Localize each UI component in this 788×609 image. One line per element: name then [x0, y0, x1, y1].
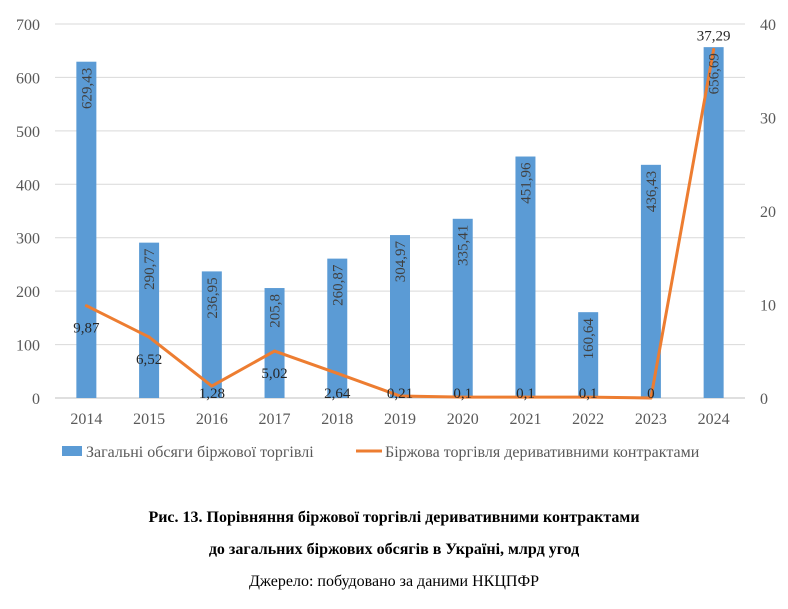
x-tick-label: 2024: [698, 411, 730, 428]
line-point: [398, 394, 402, 398]
line-data-label: 37,29: [697, 28, 731, 44]
bar: [703, 47, 724, 398]
figure-caption-line-2: до загальних біржових обсягів в Україні,…: [208, 541, 580, 558]
y-axis-left: 0 100 200 300 400 500 600 700: [16, 17, 40, 408]
bar: [515, 156, 536, 398]
bar-series: [76, 47, 724, 399]
x-tick-label: 2015: [133, 411, 165, 428]
bar: [390, 235, 410, 398]
legend-label-bars: Загальні обсяги біржової торгівлі: [86, 444, 314, 461]
y-left-tick-label: 300: [16, 231, 40, 248]
line-data-label: 0,1: [453, 386, 472, 402]
line-point: [586, 395, 590, 399]
line-data-labels: 9,87 6,52 1,28 5,02 2,64 0,21 0,1 0,1 0,1 0 37,29: [73, 28, 730, 402]
x-tick-label: 2019: [384, 411, 416, 428]
bar-data-label: 160,64: [581, 318, 597, 360]
y-left-tick-label: 700: [16, 17, 40, 34]
x-tick-label: 2021: [509, 411, 541, 428]
line-data-label: 0,1: [579, 386, 598, 402]
line-data-label: 5,02: [261, 366, 287, 382]
line-point: [147, 335, 151, 339]
line-data-label: 1,28: [199, 386, 225, 402]
bar: [452, 218, 473, 398]
y-right-tick-label: 10: [760, 298, 776, 315]
line-data-label: 6,52: [136, 352, 162, 368]
y-left-tick-label: 100: [16, 338, 40, 355]
y-left-tick-label: 0: [32, 391, 40, 408]
y-left-tick-label: 500: [16, 124, 40, 141]
x-axis: 2014 2015 2016 2017 2018 2019 2020 2021 2022 2023…: [70, 411, 729, 428]
bar-data-label: 335,41: [456, 225, 472, 266]
x-tick-label: 2018: [321, 411, 353, 428]
bar-data-labels: 629,43 290,77 236,95 205,8 260,87 304,97 335,4…: [79, 53, 722, 359]
legend-label-line: Біржова торгівля деривативними контракта…: [385, 444, 700, 461]
line-point: [210, 384, 214, 388]
line-point: [523, 395, 527, 399]
combo-chart: 629,43 290,77 236,95 205,8 260,87 304,97 335,4…: [16, 17, 776, 461]
line-point: [84, 304, 88, 308]
x-tick-label: 2016: [196, 411, 228, 428]
bar: [327, 258, 348, 398]
y-right-tick-label: 30: [760, 111, 776, 128]
y-right-tick-label: 40: [760, 17, 776, 34]
line-data-label: 0,21: [387, 386, 413, 402]
line-point: [461, 395, 465, 399]
bar: [640, 164, 661, 398]
bar: [578, 312, 599, 398]
line-data-label: 0: [647, 386, 655, 402]
bar-data-label: 205,8: [268, 294, 284, 328]
line-point: [335, 371, 339, 375]
bar-data-label: 304,97: [393, 241, 409, 283]
line-data-label: 2,64: [324, 386, 351, 402]
line-point: [649, 396, 653, 400]
bar-data-label: 236,95: [205, 277, 221, 318]
bar: [139, 242, 160, 398]
x-tick-label: 2023: [635, 411, 667, 428]
y-left-tick-label: 400: [16, 177, 40, 194]
bar: [264, 288, 285, 398]
y-right-tick-label: 20: [760, 204, 776, 221]
line-series: [84, 47, 716, 400]
figure-source: Джерело: побудовано за даними НКЦПФР: [249, 573, 539, 590]
line-point: [273, 349, 277, 353]
bar-data-label: 260,87: [330, 264, 346, 306]
line-data-label: 0,1: [516, 386, 535, 402]
x-tick-label: 2017: [259, 411, 291, 428]
line-point: [712, 47, 716, 51]
y-left-tick-label: 600: [16, 70, 40, 87]
line-data-label: 9,87: [73, 321, 100, 337]
x-tick-label: 2014: [70, 411, 102, 428]
figure-caption-line-1: Рис. 13. Порівняння біржової торгівлі де…: [148, 509, 640, 526]
bar: [76, 61, 97, 399]
x-tick-label: 2020: [447, 411, 479, 428]
y-axis-right: 0 10 20 30 40: [760, 17, 776, 408]
x-tick-label: 2022: [572, 411, 604, 428]
legend-swatch-bars: [62, 446, 82, 456]
bar-data-label: 629,43: [79, 68, 95, 109]
bar-data-label: 290,77: [142, 248, 158, 290]
bar: [201, 271, 222, 398]
y-right-tick-label: 0: [760, 391, 768, 408]
bar-data-label: 451,96: [518, 162, 534, 204]
legend: Загальні обсяги біржової торгівлі Біржов…: [62, 444, 700, 461]
bar-data-label: 436,43: [644, 171, 660, 212]
y-left-tick-label: 200: [16, 284, 40, 301]
bar-data-label: 656,69: [707, 53, 723, 94]
